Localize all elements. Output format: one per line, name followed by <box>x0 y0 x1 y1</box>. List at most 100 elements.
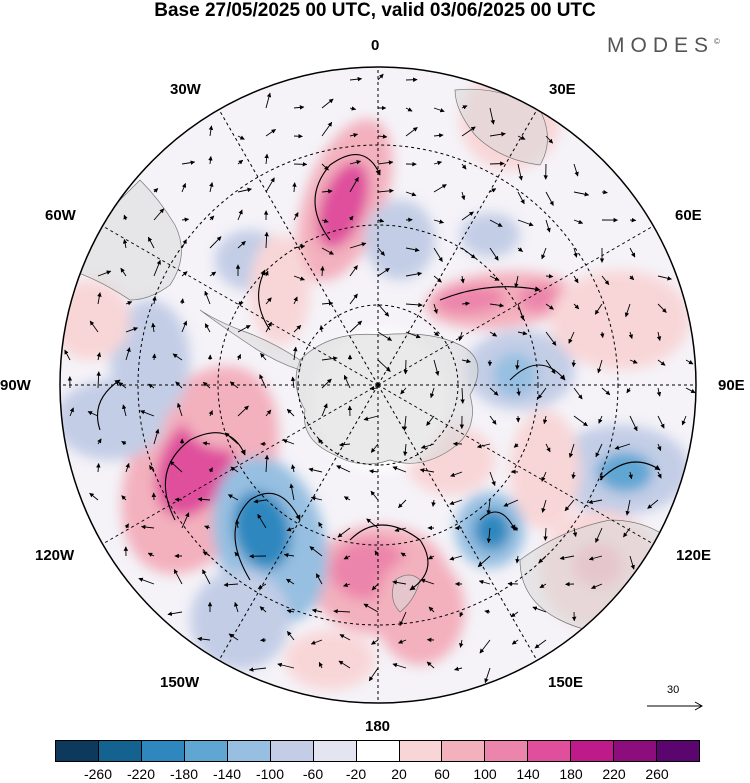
wind-vector <box>121 441 127 446</box>
colorbar-tick-label: 140 <box>516 766 540 782</box>
wind-vector <box>293 105 305 110</box>
wind-vector <box>265 177 275 193</box>
colorbar-cell <box>442 741 486 761</box>
wind-vector <box>265 321 272 333</box>
wind-vector <box>248 667 267 672</box>
wind-vector <box>486 499 491 515</box>
streamline <box>258 269 271 331</box>
wind-vector <box>431 499 436 507</box>
wind-vector <box>629 275 635 281</box>
wind-vector <box>209 271 217 277</box>
wind-vector <box>517 247 523 252</box>
wind-vector <box>377 247 385 256</box>
wind-vector <box>138 577 155 585</box>
meridian-line <box>377 384 538 661</box>
wind-vector <box>573 303 580 310</box>
wind-vector <box>148 383 155 389</box>
wind-vector <box>293 244 306 249</box>
wind-vector <box>167 611 183 616</box>
wind-vector <box>338 660 351 669</box>
wind-vector <box>461 358 471 364</box>
wind-vector <box>237 240 246 249</box>
wind-vector <box>484 609 491 614</box>
land-masses <box>69 88 691 634</box>
wind-vector <box>545 303 554 310</box>
wind-vector <box>293 324 302 333</box>
brand-mark: © <box>714 37 720 46</box>
meridian-line <box>102 384 379 545</box>
colorbar-tick-label: -20 <box>345 766 367 782</box>
wind-vector <box>293 275 305 281</box>
wind-vector <box>629 555 635 570</box>
wind-vector <box>460 191 466 201</box>
wind-vector <box>599 471 604 481</box>
wind-vector <box>629 247 636 258</box>
wind-vector <box>237 209 243 221</box>
colorbar-tick-label: 60 <box>434 766 450 782</box>
wind-vector <box>235 519 240 529</box>
wind-vector <box>489 132 506 137</box>
wind-vector <box>392 663 407 669</box>
wind-vector <box>433 219 445 224</box>
wind-vector <box>515 555 520 564</box>
wind-vector <box>392 466 407 473</box>
wind-vector <box>392 580 407 585</box>
wind-vector <box>564 499 575 512</box>
wind-vector <box>545 274 554 279</box>
wind-vector <box>265 129 276 137</box>
wind-vector <box>461 301 470 306</box>
wind-vector <box>656 331 662 341</box>
wind-vector <box>426 661 435 669</box>
wind-vector <box>489 275 500 281</box>
wind-vector <box>568 443 575 458</box>
wind-vector <box>433 133 444 138</box>
wind-vector <box>428 555 435 560</box>
wind-vector <box>172 353 183 361</box>
wind-vector <box>265 409 272 417</box>
colorbar-cell <box>528 741 572 761</box>
wind-vector <box>625 499 631 516</box>
wind-vector <box>405 302 423 308</box>
meridian-line <box>102 225 379 386</box>
wind-vector <box>489 247 499 261</box>
map-title: Base 27/05/2025 00 UTC, valid 03/06/2025… <box>154 0 596 21</box>
wind-vector <box>173 569 183 585</box>
wind-vector <box>419 468 435 473</box>
wind-vector <box>321 356 338 361</box>
wind-vector <box>573 387 583 400</box>
wind-vector <box>181 160 196 165</box>
wind-vector <box>369 469 379 474</box>
wind-vector <box>433 331 440 337</box>
wind-vector <box>349 293 358 305</box>
wind-vector <box>377 188 394 194</box>
wind-vector <box>363 415 379 421</box>
streamline <box>439 286 541 301</box>
wind-vector <box>420 578 435 585</box>
wind-vector <box>89 320 99 333</box>
wind-vector <box>512 526 519 531</box>
wind-vector <box>181 320 188 333</box>
wind-vector <box>601 189 608 195</box>
wind-vector <box>371 639 379 645</box>
streamline <box>599 461 661 481</box>
wind-vector <box>461 211 474 221</box>
wind-vector <box>545 135 554 144</box>
modes-logo: MODES© <box>607 34 720 58</box>
meridian-line <box>218 384 379 661</box>
streamline <box>509 364 566 381</box>
wind-vector <box>264 231 269 249</box>
wind-vector <box>181 512 190 529</box>
wind-vector <box>511 639 519 645</box>
colorbar-tick-label: -260 <box>83 766 113 782</box>
wind-vector <box>478 579 491 585</box>
wind-vector <box>209 182 214 193</box>
wind-vector <box>339 634 351 641</box>
wind-vector <box>426 415 435 426</box>
colorbar-cell <box>227 741 271 761</box>
wind-vector <box>97 270 112 277</box>
wind-vector <box>228 633 239 641</box>
wind-vector <box>153 259 161 277</box>
colorbar-tick-label: -180 <box>169 766 199 782</box>
wind-vector <box>319 324 324 333</box>
